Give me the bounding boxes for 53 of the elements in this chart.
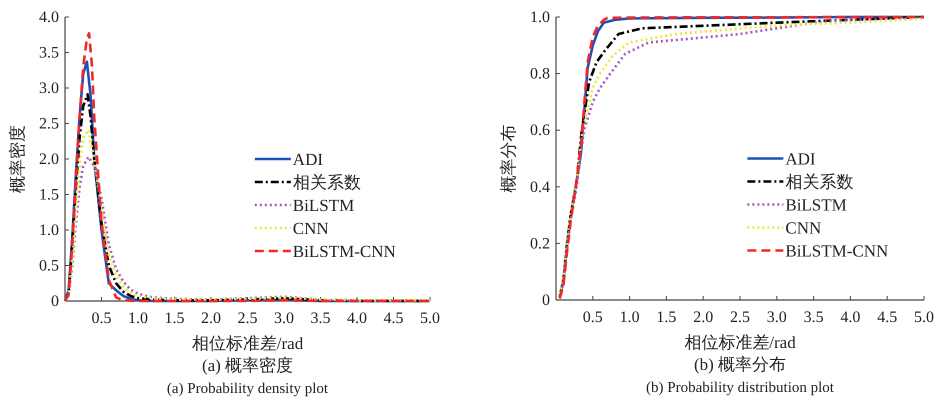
y-tick-label: 1.0: [39, 222, 59, 239]
x-tick-label: 1.5: [656, 309, 676, 326]
legend-label: ADI: [785, 150, 816, 168]
x-tick-label: 5.0: [420, 310, 440, 327]
legend-label: BiLSTM-CNN: [292, 242, 396, 261]
legend-label: 相关系数: [785, 172, 854, 192]
y-tick-label: 0.6: [530, 122, 550, 140]
x-tick-label: 5.0: [914, 309, 934, 326]
x-tick-label: 0.5: [582, 309, 603, 326]
y-tick-label: 0.4: [530, 178, 550, 196]
legend-label: BiLSTM: [292, 196, 354, 215]
y-tick-label: 3.5: [39, 44, 59, 62]
text: (a) 概率密度: [202, 356, 294, 375]
y-tick-label: 2.5: [39, 116, 59, 132]
x-tick-label: 1.5: [164, 310, 184, 327]
x-tick-label: 2.0: [693, 309, 714, 326]
y-tick-label: 4.0: [39, 9, 59, 26]
legend-label: BiLSTM: [785, 196, 847, 214]
y-tick-label: 3.0: [39, 80, 59, 97]
x-tick-label: 4.0: [840, 309, 860, 326]
legend-label: CNN: [292, 219, 329, 238]
y-tick-label: 0: [51, 293, 59, 310]
x-tick-label: 4.5: [384, 310, 404, 327]
x-tick-label: 2.0: [201, 310, 221, 327]
legend-label: BiLSTM-CNN: [785, 242, 888, 260]
x-tick-label: 0.5: [92, 310, 112, 327]
y-tick-label: 0: [542, 292, 550, 309]
text: (a) Probability density plot: [166, 381, 329, 397]
x-tick-label: 4.5: [877, 309, 898, 326]
legend-label: ADI: [292, 150, 324, 169]
text: (b) 概率分布: [694, 355, 786, 374]
x-tick-label: 3.5: [804, 309, 824, 326]
y-tick-label: 0.2: [530, 235, 550, 252]
x-axis-title: 相位标准差/rad: [192, 334, 304, 353]
x-tick-label: 2.5: [730, 309, 750, 326]
x-tick-label: 3.0: [274, 310, 294, 327]
y-tick-label: 0.5: [39, 258, 59, 274]
x-tick-label: 3.0: [766, 309, 787, 326]
x-tick-label: 4.0: [347, 310, 367, 327]
y-axis-title: 概率分布: [499, 124, 518, 192]
x-tick-label: 1.0: [128, 310, 148, 327]
legend-label: 相关系数: [292, 173, 361, 192]
x-tick-label: 1.0: [620, 309, 640, 326]
x-axis-title: 相位标准差/rad: [684, 333, 796, 352]
text: (b) Probability distribution plot: [646, 380, 835, 396]
y-tick-label: 2.0: [39, 151, 59, 168]
y-tick-label: 1.5: [39, 186, 59, 204]
y-tick-label: 0.8: [530, 66, 550, 83]
x-tick-label: 3.5: [310, 310, 330, 327]
legend-label: CNN: [785, 218, 822, 238]
x-tick-label: 2.5: [238, 310, 258, 327]
y-axis-title: 概率密度: [8, 125, 27, 193]
y-tick-label: 1.0: [530, 9, 550, 26]
